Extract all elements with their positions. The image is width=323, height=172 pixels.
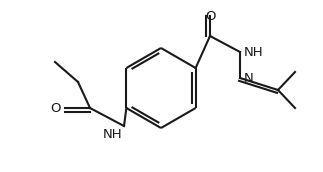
Text: NH: NH — [102, 128, 122, 141]
Text: O: O — [50, 101, 61, 115]
Text: N: N — [244, 72, 254, 84]
Text: O: O — [205, 9, 215, 23]
Text: NH: NH — [244, 46, 264, 58]
